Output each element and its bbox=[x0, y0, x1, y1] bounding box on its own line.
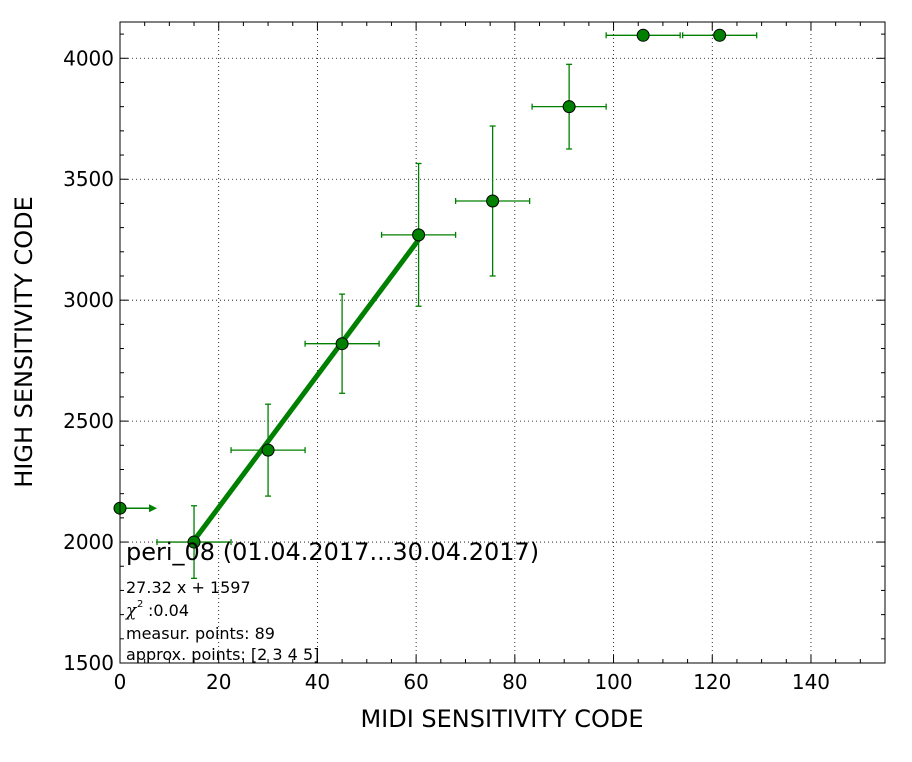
annotation-equation: 27.32 x + 1597 bbox=[126, 578, 251, 597]
data-point bbox=[335, 337, 349, 351]
grid bbox=[120, 22, 885, 663]
x-tick-label: 80 bbox=[502, 670, 527, 694]
annotation-block: peri_08 (01.04.2017...30.04.2017) 27.32 … bbox=[125, 538, 539, 664]
minor-ticks bbox=[119, 22, 885, 664]
data-markers bbox=[113, 28, 727, 549]
y-axis-label: HIGH SENSITIVITY CODE bbox=[10, 196, 38, 488]
limit-arrow-head bbox=[149, 504, 158, 513]
data-point bbox=[261, 443, 275, 457]
annotation-chi-symbol: χ bbox=[125, 601, 138, 621]
y-tick-label: 3000 bbox=[63, 288, 114, 312]
y-tick-label: 1500 bbox=[63, 651, 114, 675]
y-tick-label: 3500 bbox=[63, 167, 114, 191]
data-point bbox=[713, 28, 727, 42]
x-tick-label: 60 bbox=[403, 670, 428, 694]
data-point bbox=[412, 228, 426, 242]
annotation-chi-superscript: 2 bbox=[137, 599, 143, 610]
x-tick-label: 120 bbox=[693, 670, 731, 694]
y-tick-labels: 1500 2000 2500 3000 3500 4000 bbox=[63, 46, 114, 675]
x-tick-label: 20 bbox=[206, 670, 231, 694]
y-tick-label: 2000 bbox=[63, 530, 114, 554]
fit-line bbox=[192, 238, 421, 542]
annotation-measur-points: measur. points: 89 bbox=[126, 624, 275, 643]
x-tick-labels: 0 20 40 60 80 100 120 140 bbox=[114, 670, 830, 694]
x-tick-label: 100 bbox=[594, 670, 632, 694]
x-tick-label: 0 bbox=[114, 670, 127, 694]
annotation-chi-value: :0.04 bbox=[148, 601, 189, 620]
data-point bbox=[187, 535, 201, 549]
x-tick-label: 40 bbox=[305, 670, 330, 694]
data-point bbox=[636, 28, 650, 42]
y-tick-label: 2500 bbox=[63, 409, 114, 433]
y-tick-label: 4000 bbox=[63, 46, 114, 70]
annotation-approx-points: approx. points: [2 3 4 5] bbox=[126, 645, 319, 664]
data-point bbox=[562, 100, 576, 114]
data-point bbox=[486, 194, 500, 208]
fit-line-group bbox=[192, 238, 421, 542]
x-axis-label: MIDI SENSITIVITY CODE bbox=[360, 705, 643, 733]
x-tick-label: 140 bbox=[792, 670, 830, 694]
annotation-title: peri_08 (01.04.2017...30.04.2017) bbox=[126, 538, 539, 566]
plot-frame bbox=[119, 21, 886, 664]
